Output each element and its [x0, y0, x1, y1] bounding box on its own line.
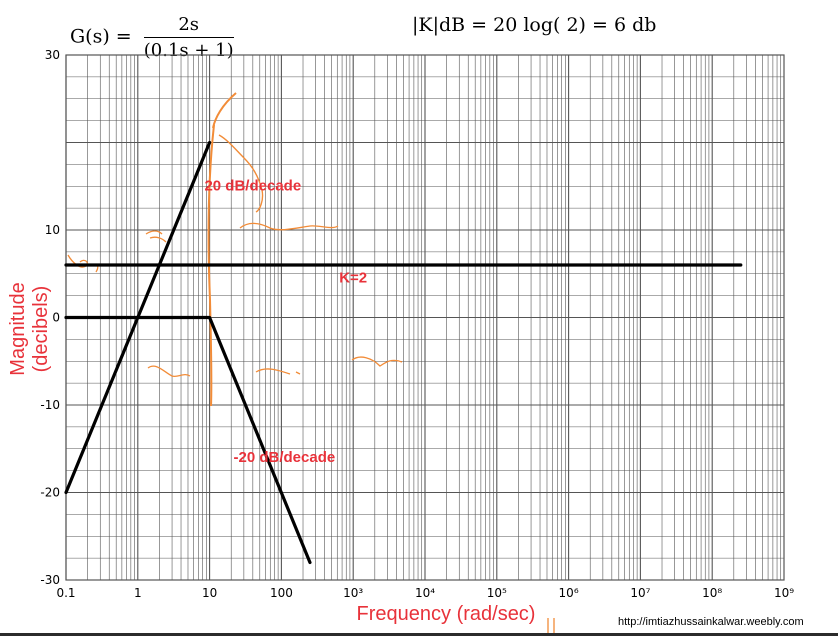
sketch-scribble-top: [145, 230, 167, 243]
y-tick-label: 10: [45, 223, 60, 237]
formula-fraction: 2s (0.1s + 1): [143, 14, 234, 61]
annotation-label: 20 dB/decade: [204, 178, 301, 195]
annotation-label: -20 dB/decade: [234, 449, 336, 466]
gain-db-formula: |K|dB = 20 log( 2) = 6 db: [412, 14, 657, 36]
x-tick-label: 10⁸: [702, 586, 722, 600]
x-tick-label: 10⁶: [559, 586, 579, 600]
source-url: http://imtiazhussainkalwar.weebly.com: [618, 616, 804, 628]
bottom-bar: [0, 633, 838, 636]
x-tick-label: 10⁹: [774, 586, 794, 600]
sketch-scribble-low-left: [147, 365, 191, 378]
x-tick-label: 1: [134, 586, 142, 600]
x-tick-label: 10⁴: [415, 586, 435, 600]
asymptote-lines: [64, 140, 743, 565]
sketch-scribble-low-mid: [255, 368, 301, 375]
x-tick-label: 10⁷: [630, 586, 650, 600]
sketch-vertical-stroke: [207, 124, 215, 407]
x-tick-label: 10³: [343, 586, 363, 600]
x-tick-label: 100: [270, 586, 293, 600]
y-axis-label: Magnitude (decibels): [7, 282, 52, 376]
x-tick-label: 0.1: [56, 586, 75, 600]
transfer-function-formula: G(s) = 2s (0.1s + 1): [70, 14, 234, 61]
y-tick-label: -30: [40, 573, 60, 587]
annotation-label: K=2: [339, 270, 367, 287]
sketch-tilde: [218, 134, 264, 213]
x-tick-label: 10⁵: [487, 586, 507, 600]
asymptote-series-3: [64, 315, 312, 565]
formula-denominator: (0.1s + 1): [143, 40, 234, 61]
y-tick-label: -10: [40, 398, 60, 412]
sketch-arrow-curve: [212, 92, 237, 129]
x-tick-label: 10: [202, 586, 217, 600]
y-tick-label: 30: [45, 48, 60, 62]
formula-numerator: 2s: [143, 14, 234, 38]
chart-annotations: 20 dB/decade K=2 -20 dB/decade: [204, 178, 367, 466]
sketch-scribble-low-right: [351, 356, 403, 367]
chart-tick-labels: 0.1 1 10 100 10³ 10⁴ 10⁵ 10⁶ 10⁷ 10⁸ 10⁹30100-10-2…: [40, 48, 794, 600]
y-tick-label: 0: [52, 311, 60, 325]
sketch-scribble-mid: [239, 222, 339, 231]
y-tick-label: -20: [40, 486, 60, 500]
formula-lhs: G(s) =: [70, 25, 132, 48]
x-axis-label: Frequency (rad/sec): [356, 603, 536, 625]
